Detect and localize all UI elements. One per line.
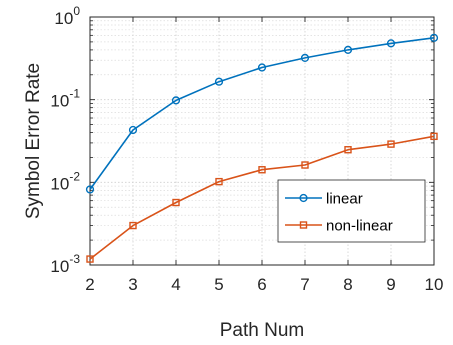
data-point-linear [300, 53, 310, 63]
series-line-non-linear [89, 135, 435, 260]
legend: linear non-linear [277, 179, 426, 243]
x-tick-label: 4 [171, 275, 180, 294]
data-point-non-linear [215, 177, 223, 186]
y-tick-label: 100 [54, 4, 80, 28]
legend-marker-linear [299, 193, 308, 203]
y-axis-label: Symbol Error Rate [23, 63, 44, 219]
legend-marker-non-linear [299, 221, 308, 229]
series-layer [85, 33, 439, 263]
x-tick-labels: 2 3 4 5 6 7 8 9 10 [85, 275, 443, 294]
data-point-non-linear [430, 132, 438, 141]
x-tick-label: 7 [300, 275, 309, 294]
data-point-linear [214, 77, 224, 86]
x-tick-label: 8 [343, 275, 352, 294]
x-axis-label: Path Num [220, 320, 304, 341]
data-point-non-linear [129, 221, 137, 230]
x-tick-label: 9 [386, 275, 395, 294]
data-point-non-linear [387, 140, 395, 148]
x-tick-label: 2 [85, 275, 94, 294]
series-line-linear [89, 37, 435, 190]
data-point-linear [85, 185, 95, 194]
data-point-non-linear [258, 166, 266, 174]
x-tick-label: 3 [128, 275, 137, 294]
x-tick-label: 6 [257, 275, 266, 294]
y-tick-label: 10-3 [50, 252, 80, 276]
y-tick-label: 10-2 [50, 169, 80, 193]
data-point-non-linear [301, 161, 309, 169]
tick-marks [89, 16, 435, 266]
data-point-linear [386, 39, 396, 48]
data-point-non-linear [86, 255, 94, 263]
data-point-linear [171, 96, 181, 105]
data-point-linear [429, 33, 439, 42]
x-tick-label: 5 [214, 275, 223, 294]
data-point-linear [128, 125, 138, 135]
data-point-non-linear [172, 198, 180, 207]
data-point-linear [257, 63, 267, 72]
legend-label-linear: linear [326, 191, 363, 208]
y-tick-label: 10-1 [50, 87, 80, 111]
legend-label-non-linear: non-linear [326, 218, 393, 235]
data-point-linear [343, 45, 353, 54]
legend-box [277, 179, 426, 243]
x-tick-label: 10 [425, 275, 444, 294]
data-point-non-linear [344, 146, 352, 154]
y-tick-labels: 10-3 10-2 10-1 100 [50, 4, 80, 276]
